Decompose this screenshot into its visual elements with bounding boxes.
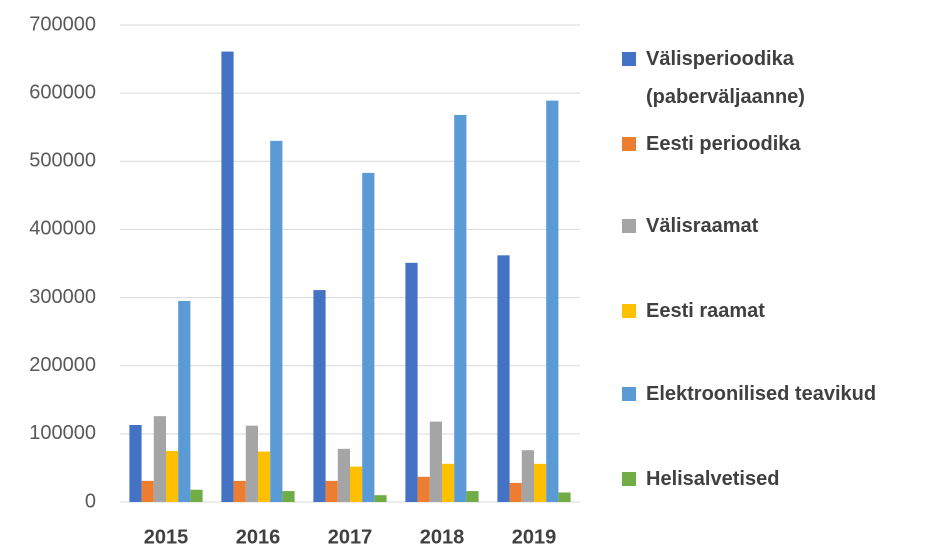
bar	[153, 416, 166, 502]
legend-swatch	[622, 52, 636, 66]
bar	[521, 450, 534, 502]
bar	[325, 480, 338, 502]
legend-item: Helisalvetised	[622, 460, 922, 498]
legend-label: Helisalvetised	[646, 468, 780, 490]
y-tick-label: 300000	[29, 286, 96, 308]
bar	[270, 140, 283, 503]
x-tick-label: 2016	[236, 526, 281, 548]
legend-swatch	[622, 472, 636, 486]
bar	[454, 114, 467, 502]
bar	[313, 290, 326, 502]
legend-label: Välisraamat	[646, 215, 759, 237]
legend-swatch	[622, 137, 636, 151]
bar	[282, 491, 295, 502]
y-tick-label: 200000	[29, 354, 96, 376]
y-tick-label: 0	[85, 490, 96, 512]
bar	[245, 425, 258, 502]
bar	[405, 262, 418, 502]
bar	[374, 495, 387, 502]
legend-item: Eesti perioodika	[622, 125, 922, 163]
legend-label: Välisperioodika (paberväljaanne)	[646, 48, 805, 108]
x-tick-label: 2015	[144, 526, 189, 548]
x-tick-label: 2017	[328, 526, 373, 548]
legend-swatch	[622, 304, 636, 318]
bar	[442, 463, 455, 502]
legend-item: Välisraamat	[622, 207, 922, 245]
bar	[546, 100, 559, 502]
bar	[190, 489, 203, 502]
bar	[129, 424, 142, 502]
legend-item: Välisperioodika (paberväljaanne)	[622, 40, 922, 116]
y-tick-label: 400000	[29, 218, 96, 240]
y-tick-label: 700000	[29, 13, 96, 35]
bar	[233, 480, 246, 502]
bar	[166, 450, 179, 502]
bar	[178, 300, 191, 502]
x-tick-label: 2018	[420, 526, 465, 548]
legend-label: Eesti perioodika	[646, 133, 801, 155]
bar	[258, 451, 271, 502]
bar	[497, 255, 510, 502]
legend-item: Elektroonilised teavikud	[622, 375, 922, 413]
y-tick-label: 600000	[29, 81, 96, 103]
legend-swatch	[622, 219, 636, 233]
legend-item: Eesti raamat	[622, 292, 922, 330]
y-tick-label: 100000	[29, 422, 96, 444]
bar	[337, 448, 350, 502]
bar	[362, 172, 375, 502]
y-tick-label: 500000	[29, 150, 96, 172]
bar	[350, 466, 363, 502]
bar	[558, 492, 571, 502]
bar	[509, 482, 522, 502]
legend-swatch	[622, 387, 636, 401]
legend-label: Elektroonilised teavikud	[646, 383, 877, 405]
bar	[429, 421, 442, 502]
legend-label: Eesti raamat	[646, 300, 765, 322]
bar	[221, 51, 234, 502]
bar	[141, 480, 154, 502]
x-tick-label: 2019	[512, 526, 557, 548]
bar	[534, 463, 547, 502]
bar	[466, 491, 479, 502]
bar	[417, 476, 430, 502]
